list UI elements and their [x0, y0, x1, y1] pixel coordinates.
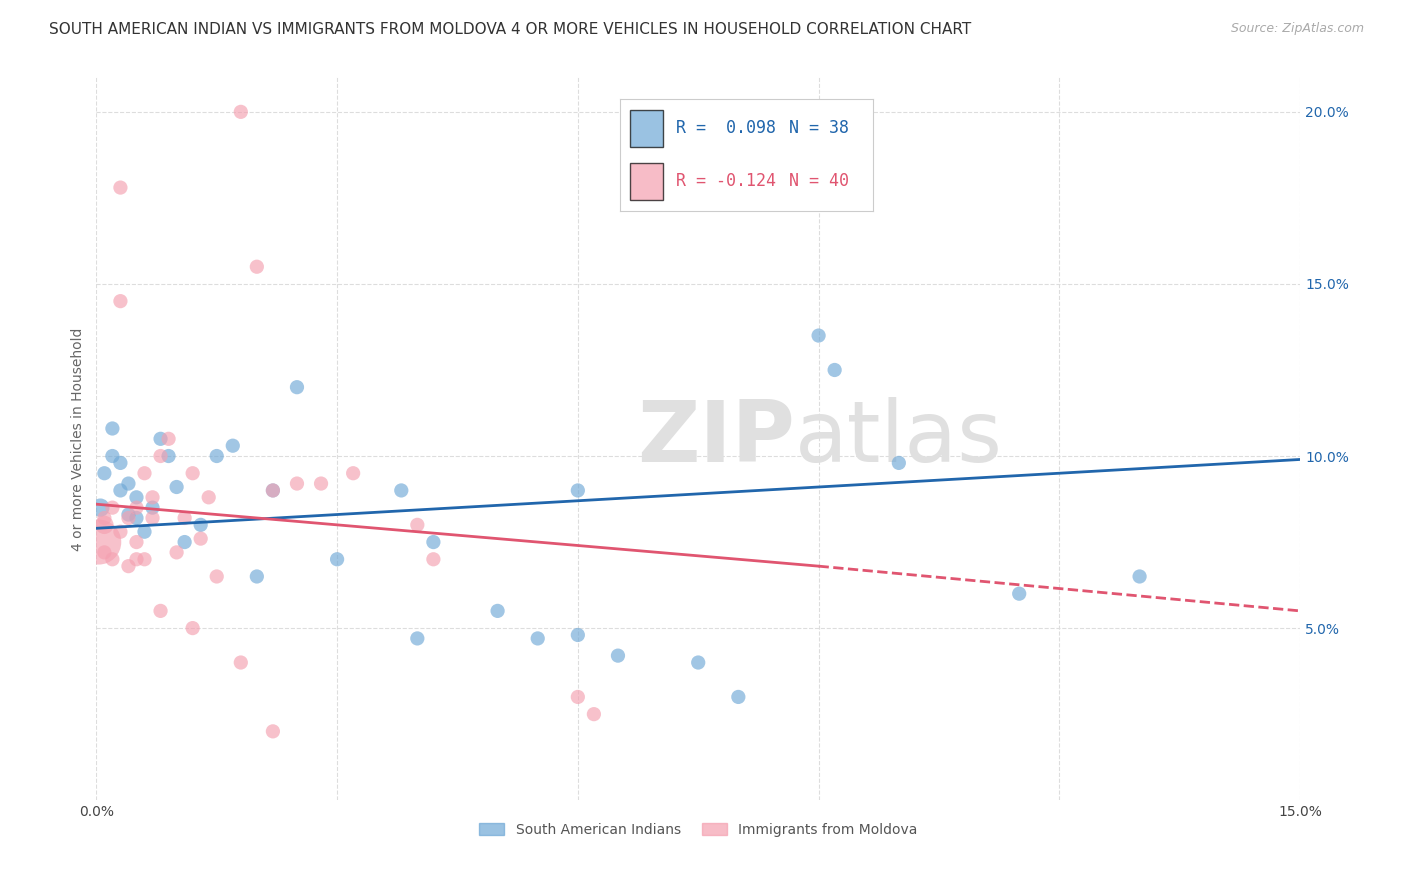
Point: [197, 491, 219, 505]
Point: [125, 535, 148, 549]
Point: [110, 456, 132, 470]
Point: [229, 656, 252, 670]
Point: [285, 476, 308, 491]
Point: [567, 690, 589, 704]
Point: [157, 432, 180, 446]
Point: [110, 524, 132, 539]
Point: [134, 552, 156, 566]
Point: [181, 621, 204, 635]
Legend: South American Indians, Immigrants from Moldova: South American Indians, Immigrants from …: [472, 816, 924, 844]
Point: [246, 569, 269, 583]
Point: [582, 707, 605, 722]
Point: [149, 604, 172, 618]
Point: [125, 500, 148, 515]
Point: [607, 648, 630, 663]
Point: [807, 328, 830, 343]
Point: [141, 511, 163, 525]
Point: [262, 483, 284, 498]
Point: [149, 432, 172, 446]
Point: [229, 104, 252, 119]
Point: [125, 552, 148, 566]
Point: [117, 559, 139, 574]
Point: [117, 476, 139, 491]
Point: [93, 517, 115, 532]
Point: [342, 467, 364, 481]
Point: [117, 511, 139, 525]
Text: SOUTH AMERICAN INDIAN VS IMMIGRANTS FROM MOLDOVA 4 OR MORE VEHICLES IN HOUSEHOLD: SOUTH AMERICAN INDIAN VS IMMIGRANTS FROM…: [49, 22, 972, 37]
Point: [567, 628, 589, 642]
Point: [205, 569, 228, 583]
Text: Source: ZipAtlas.com: Source: ZipAtlas.com: [1230, 22, 1364, 36]
Point: [141, 491, 163, 505]
Point: [101, 449, 124, 463]
Point: [101, 421, 124, 435]
Point: [422, 552, 444, 566]
Point: [246, 260, 269, 274]
Point: [125, 511, 148, 525]
Point: [166, 545, 188, 559]
Point: [567, 483, 589, 498]
Point: [87, 535, 110, 549]
Point: [688, 656, 710, 670]
Point: [134, 467, 156, 481]
Point: [422, 535, 444, 549]
Point: [181, 467, 204, 481]
Point: [309, 476, 332, 491]
Point: [134, 524, 156, 539]
Text: ZIP: ZIP: [637, 397, 794, 480]
Point: [110, 294, 132, 309]
Point: [406, 517, 429, 532]
Point: [101, 552, 124, 566]
Point: [887, 456, 910, 470]
Point: [117, 508, 139, 522]
Point: [110, 483, 132, 498]
Point: [166, 480, 188, 494]
Point: [125, 491, 148, 505]
Point: [262, 483, 284, 498]
Point: [262, 724, 284, 739]
Point: [526, 632, 548, 646]
Point: [101, 500, 124, 515]
Point: [222, 439, 245, 453]
Point: [173, 535, 195, 549]
Point: [89, 500, 111, 515]
Point: [93, 467, 115, 481]
Point: [406, 632, 429, 646]
Point: [205, 449, 228, 463]
Point: [285, 380, 308, 394]
Point: [1008, 587, 1031, 601]
Point: [141, 500, 163, 515]
Point: [190, 532, 212, 546]
Text: atlas: atlas: [794, 397, 1002, 480]
Point: [824, 363, 846, 377]
Point: [173, 511, 195, 525]
Point: [389, 483, 412, 498]
Point: [93, 545, 115, 559]
Point: [157, 449, 180, 463]
Point: [1129, 569, 1152, 583]
Point: [93, 511, 115, 525]
Point: [727, 690, 749, 704]
Point: [110, 180, 132, 194]
Y-axis label: 4 or more Vehicles in Household: 4 or more Vehicles in Household: [72, 327, 86, 550]
Point: [149, 449, 172, 463]
Point: [326, 552, 349, 566]
Point: [190, 517, 212, 532]
Point: [486, 604, 509, 618]
